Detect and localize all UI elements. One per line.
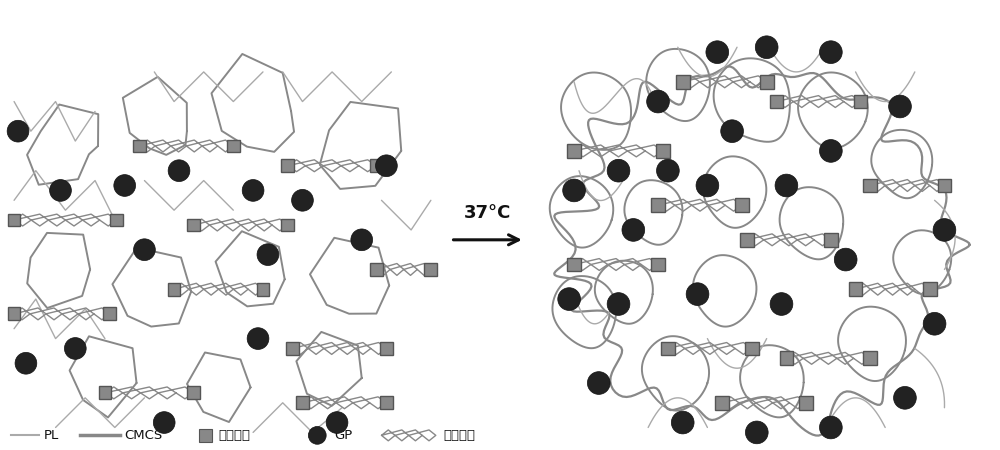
Circle shape	[755, 36, 778, 58]
Bar	[227, 140, 240, 153]
Circle shape	[587, 372, 610, 394]
Circle shape	[308, 427, 326, 444]
Bar	[863, 351, 877, 365]
Bar	[110, 214, 123, 226]
Circle shape	[114, 175, 136, 196]
Bar	[281, 159, 294, 172]
Circle shape	[820, 416, 842, 439]
Bar	[740, 233, 754, 247]
Circle shape	[292, 189, 313, 211]
Bar	[567, 144, 581, 158]
Bar	[651, 257, 665, 271]
Circle shape	[257, 244, 279, 266]
Bar	[863, 179, 877, 193]
Circle shape	[7, 120, 29, 142]
Circle shape	[168, 160, 190, 181]
Bar	[824, 233, 838, 247]
Text: 海藻酸盐: 海藻酸盐	[444, 429, 476, 442]
Text: CMCS: CMCS	[125, 429, 163, 442]
Bar	[938, 179, 951, 193]
Circle shape	[50, 180, 71, 201]
Circle shape	[622, 219, 645, 241]
Circle shape	[721, 120, 743, 143]
Circle shape	[894, 387, 916, 409]
Circle shape	[745, 421, 768, 444]
Circle shape	[558, 288, 580, 310]
Bar	[854, 94, 867, 108]
Bar	[133, 140, 146, 153]
Circle shape	[706, 41, 729, 63]
Text: 结合位点: 结合位点	[219, 429, 251, 442]
Bar	[8, 214, 20, 226]
Bar	[735, 198, 749, 212]
Bar	[567, 257, 581, 271]
Bar	[286, 342, 299, 355]
Bar	[199, 429, 212, 442]
Circle shape	[923, 312, 946, 335]
Bar	[380, 342, 393, 355]
Circle shape	[242, 180, 264, 201]
Bar	[281, 219, 294, 231]
Circle shape	[607, 159, 630, 182]
Circle shape	[770, 292, 793, 315]
Circle shape	[64, 338, 86, 359]
Bar	[849, 282, 862, 296]
Bar	[370, 159, 383, 172]
Circle shape	[820, 41, 842, 63]
Circle shape	[563, 179, 585, 202]
Circle shape	[376, 155, 397, 176]
Circle shape	[153, 412, 175, 433]
Bar	[676, 75, 690, 89]
Bar	[296, 396, 309, 409]
Bar	[799, 396, 813, 410]
Circle shape	[820, 140, 842, 162]
Circle shape	[647, 90, 669, 113]
Circle shape	[696, 174, 719, 197]
Bar	[780, 351, 793, 365]
Circle shape	[15, 352, 37, 374]
Circle shape	[775, 174, 798, 197]
Bar	[760, 75, 774, 89]
Circle shape	[247, 328, 269, 350]
Bar	[257, 283, 269, 296]
Bar	[661, 342, 675, 356]
Circle shape	[351, 229, 373, 251]
Bar	[168, 283, 180, 296]
Circle shape	[134, 239, 155, 261]
Bar	[715, 396, 729, 410]
Bar	[8, 307, 20, 320]
Text: GP: GP	[334, 429, 352, 442]
Bar	[656, 144, 670, 158]
Bar	[651, 198, 665, 212]
Bar	[187, 387, 200, 399]
Bar	[923, 282, 937, 296]
Bar	[380, 396, 393, 409]
Circle shape	[933, 219, 956, 241]
Circle shape	[834, 248, 857, 271]
Bar	[99, 387, 111, 399]
Bar	[103, 307, 116, 320]
Circle shape	[607, 292, 630, 315]
Circle shape	[686, 283, 709, 306]
Circle shape	[671, 411, 694, 434]
Text: PL: PL	[44, 429, 59, 442]
Circle shape	[326, 412, 348, 433]
Bar	[187, 219, 200, 231]
Bar	[370, 263, 383, 276]
Circle shape	[889, 95, 911, 118]
Bar	[770, 94, 783, 108]
Bar	[745, 342, 759, 356]
Text: 37°C: 37°C	[464, 204, 511, 222]
Bar	[424, 263, 437, 276]
Circle shape	[657, 159, 679, 182]
